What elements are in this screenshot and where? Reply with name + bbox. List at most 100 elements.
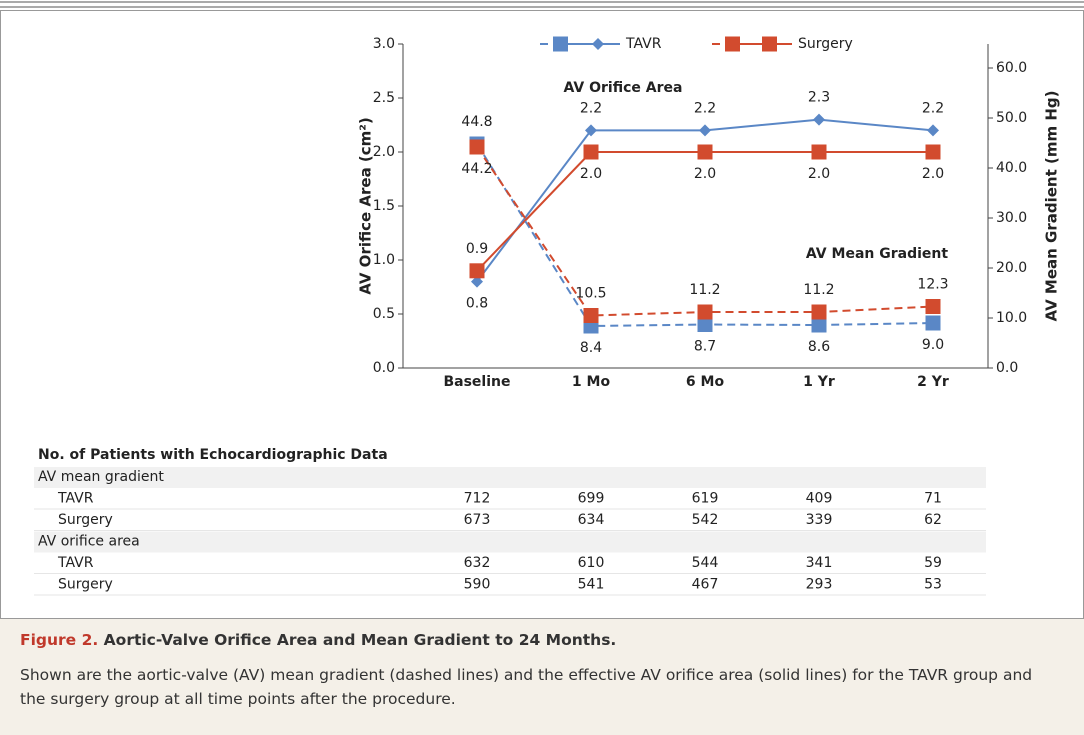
point [471, 275, 483, 288]
table-cell: 409 [806, 491, 833, 507]
y2-axis-label: AV Mean Gradient (mm Hg) [1043, 91, 1061, 322]
value-label: 2.2 [922, 100, 944, 116]
y2-tick-label: 20.0 [996, 260, 1027, 276]
table-cell: 62 [924, 512, 942, 528]
point [927, 124, 939, 137]
table-cell: 673 [464, 512, 491, 528]
annotation: AV Orifice Area [564, 80, 683, 96]
point [925, 315, 941, 331]
value-label: 8.7 [694, 339, 716, 355]
point [811, 304, 827, 320]
x-tick-label: 1 Yr [803, 374, 835, 390]
value-label: 11.2 [803, 282, 834, 298]
table-cell: 544 [692, 555, 719, 571]
table-cell: 542 [692, 512, 719, 528]
legend-marker [553, 36, 568, 52]
value-label: 2.0 [694, 166, 716, 182]
value-label: 2.0 [580, 166, 602, 182]
table-section-label: AV orifice area [38, 534, 140, 550]
caption-label: Figure 2. [20, 631, 99, 649]
table-row-label: TAVR [57, 491, 94, 507]
value-label: 2.3 [808, 90, 830, 106]
table-cell: 293 [806, 577, 833, 593]
table-row-bg [34, 531, 986, 553]
x-tick-label: 2 Yr [917, 374, 949, 390]
value-label: 9.0 [922, 337, 944, 353]
point [811, 144, 827, 160]
value-label: 12.3 [917, 277, 948, 293]
table-row-bg [34, 467, 986, 488]
caption-text: Shown are the aortic-valve (AV) mean gra… [20, 666, 1033, 708]
table-cell: 634 [578, 512, 605, 528]
value-label: 44.8 [461, 114, 492, 130]
table-cell: 339 [806, 512, 833, 528]
caption-heading: Figure 2. Aortic-Valve Orifice Area and … [20, 631, 1064, 649]
table-title: No. of Patients with Echocardiographic D… [38, 447, 388, 463]
point [697, 317, 713, 332]
table-cell: 590 [464, 577, 491, 593]
y-tick-label: 0.5 [373, 306, 395, 322]
point [699, 124, 711, 137]
table-cell: 71 [924, 491, 942, 507]
y-tick-label: 2.0 [373, 144, 395, 160]
point [583, 308, 599, 323]
y2-tick-label: 60.0 [996, 60, 1027, 76]
point [697, 304, 713, 320]
table-cell: 632 [464, 555, 491, 571]
value-label: 2.0 [808, 166, 830, 182]
y-tick-label: 1.5 [373, 198, 395, 214]
y-tick-label: 2.5 [373, 90, 395, 106]
legend-marker [762, 36, 777, 52]
table-row-label: Surgery [58, 512, 113, 528]
value-label: 2.2 [694, 100, 716, 116]
y2-tick-label: 30.0 [996, 210, 1027, 226]
point [925, 299, 941, 314]
value-label: 11.2 [689, 282, 720, 298]
table-row-label: Surgery [58, 577, 113, 593]
x-tick-label: 1 Mo [572, 374, 611, 390]
legend-label: Surgery [798, 36, 853, 52]
x-tick-label: Baseline [443, 374, 510, 390]
point [925, 144, 941, 160]
point [811, 317, 827, 333]
table-cell: 341 [806, 555, 833, 571]
x-tick-label: 6 Mo [686, 374, 725, 390]
table-cell: 467 [692, 577, 719, 593]
table-cell: 619 [692, 491, 719, 507]
y-tick-label: 3.0 [373, 36, 395, 52]
value-label: 10.5 [575, 286, 606, 302]
legend-marker [725, 36, 740, 52]
y2-tick-label: 10.0 [996, 310, 1027, 326]
table-section-label: AV mean gradient [38, 469, 164, 485]
y2-tick-label: 50.0 [996, 110, 1027, 126]
y-axis-label: AV Orifice Area (cm²) [357, 117, 375, 294]
caption: Figure 2. Aortic-Valve Orifice Area and … [0, 618, 1084, 735]
value-label: 8.4 [580, 340, 602, 356]
table-row-label: TAVR [57, 555, 94, 571]
y-tick-label: 0.0 [373, 360, 395, 376]
table-cell: 699 [578, 491, 605, 507]
caption-title: Aortic-Valve Orifice Area and Mean Gradi… [103, 631, 617, 649]
value-label: 0.8 [466, 296, 488, 312]
value-label: 2.0 [922, 166, 944, 182]
table-cell: 712 [464, 491, 491, 507]
legend-label: TAVR [625, 36, 662, 52]
table-cell: 610 [578, 555, 605, 571]
point [583, 144, 599, 160]
y-tick-label: 1.0 [373, 252, 395, 268]
value-label: 44.2 [461, 161, 492, 177]
legend-marker [592, 38, 604, 50]
point [813, 113, 825, 126]
point [697, 144, 713, 160]
y2-tick-label: 0.0 [996, 360, 1018, 376]
point [469, 263, 485, 279]
value-label: 2.2 [580, 100, 602, 116]
point [585, 124, 597, 137]
table-cell: 541 [578, 577, 605, 593]
table-cell: 53 [924, 577, 942, 593]
point [469, 139, 485, 155]
value-label: 8.6 [808, 339, 830, 355]
table-cell: 59 [924, 555, 942, 571]
